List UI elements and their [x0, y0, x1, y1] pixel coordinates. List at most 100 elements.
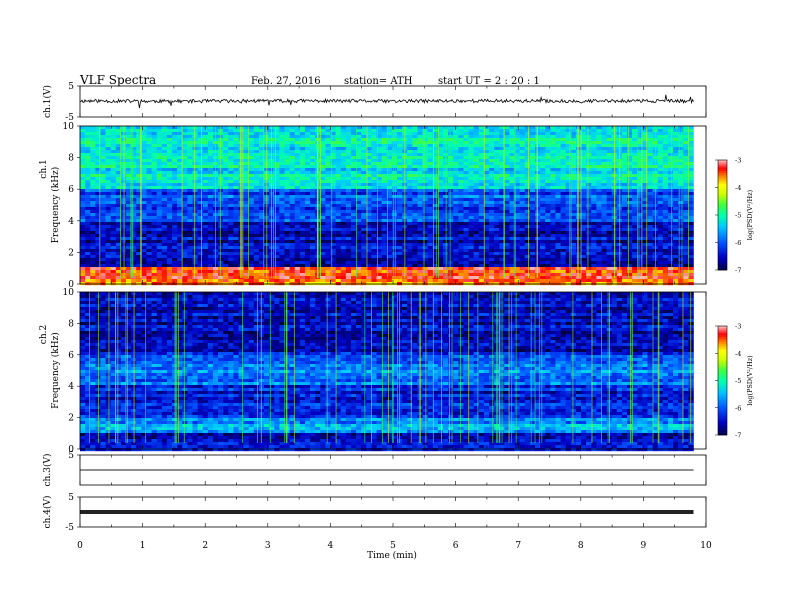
spectrogram-cell — [243, 246, 249, 250]
spectrogram-cell — [218, 156, 224, 160]
spectrogram-cell — [126, 243, 132, 247]
spectrogram-cell — [243, 129, 249, 133]
spectrogram-cell — [345, 201, 352, 205]
spectrogram-cell — [667, 210, 674, 214]
spectrogram-cell — [361, 135, 367, 139]
spectrogram-cell — [606, 171, 612, 175]
spectrogram-cell — [560, 135, 566, 139]
spectrogram-cell — [458, 132, 464, 136]
spectrogram-cell — [90, 189, 96, 193]
spectrogram-cell — [289, 243, 296, 247]
spectrogram-cell — [688, 171, 694, 175]
spectrogram-cell — [632, 138, 638, 142]
spectrogram-cell — [197, 228, 203, 232]
spectrogram-cell — [606, 168, 612, 172]
spectrogram-cell — [269, 135, 275, 139]
spectrogram-cell — [161, 204, 168, 208]
spectrogram-cell — [606, 204, 612, 208]
spectrogram-cell — [627, 237, 633, 241]
spectrogram-cell — [386, 156, 393, 160]
spectrogram-cell — [95, 198, 101, 202]
spectrogram-cell — [565, 153, 572, 157]
spectrogram-cell — [100, 171, 106, 175]
spectrogram-cell — [80, 174, 86, 178]
spectrogram-cell — [570, 231, 577, 235]
spectrogram-cell — [371, 177, 377, 181]
spectrogram-cell — [422, 156, 428, 160]
spectrogram-cell — [310, 132, 316, 136]
spectrogram-cell — [621, 183, 628, 187]
spectrogram-cell — [80, 180, 86, 184]
spectrogram-cell — [80, 186, 86, 190]
spectrogram-cell — [376, 219, 382, 223]
spectrogram-cell — [575, 243, 582, 247]
spectrogram-cell — [396, 138, 403, 142]
spectrogram-cell — [335, 216, 342, 220]
spectrogram-cell — [233, 192, 239, 196]
spectrogram-cell — [586, 240, 592, 244]
spectrogram-cell — [335, 222, 342, 226]
spectrogram-cell — [448, 204, 454, 208]
spectrogram-cell — [253, 135, 260, 139]
spectrogram-cell — [601, 144, 607, 148]
spectrogram-cell — [437, 135, 444, 139]
spectrogram-cell — [172, 150, 178, 154]
spectrogram-cell — [131, 216, 137, 220]
spectrogram-cell — [136, 240, 142, 244]
spectrogram-cell — [458, 183, 464, 187]
spectrogram-cell — [381, 237, 388, 241]
spectrogram-cell — [662, 147, 669, 151]
spectrogram-cell — [166, 126, 173, 130]
spectrogram-cell — [218, 228, 224, 232]
spectrogram-cell — [657, 129, 664, 133]
spectrogram-cell — [524, 153, 531, 157]
spectrogram-cell — [172, 141, 178, 145]
spectrogram-cell — [218, 213, 224, 217]
spectrogram-cell — [642, 141, 648, 145]
spectrogram-cell — [555, 138, 561, 142]
spectrogram-cell — [391, 138, 398, 142]
spectrogram-cell — [269, 231, 275, 235]
spectrogram-cell — [657, 213, 664, 217]
spectrogram-cell — [325, 171, 331, 175]
spectrogram-cell — [427, 243, 434, 247]
spectrogram-cell — [642, 228, 648, 232]
spectrogram-cell — [494, 174, 500, 178]
spectrogram-cell — [678, 222, 684, 226]
spectrogram-cell — [555, 216, 561, 220]
spectrogram-cell — [570, 189, 577, 193]
spectrogram-cell — [258, 234, 265, 238]
spectrogram-cell — [673, 237, 679, 241]
spectrogram-cell — [545, 183, 551, 187]
spectrogram-cell — [131, 204, 137, 208]
spectrogram-cell — [524, 243, 531, 247]
spectrogram-cell — [115, 147, 122, 151]
spectrogram-cell — [376, 204, 382, 208]
spectrogram-cell — [115, 138, 122, 142]
spectrogram-cell — [151, 186, 157, 190]
spectrogram-cell — [361, 189, 367, 193]
spectrogram-cell — [151, 225, 157, 229]
spectrogram-cell — [494, 135, 500, 139]
spectrogram-cell — [514, 147, 520, 151]
spectrogram-cell — [320, 228, 326, 232]
spectrogram-cell — [591, 186, 597, 190]
spectrogram-cell — [320, 192, 326, 196]
spectrogram-cell — [105, 159, 111, 163]
spectrogram-cell — [442, 135, 449, 139]
spectrogram-cell — [233, 240, 239, 244]
spectrogram-cell — [177, 240, 183, 244]
spectrogram-cell — [463, 204, 469, 208]
spectrogram-cell — [187, 159, 193, 163]
spectrogram-cell — [499, 213, 505, 217]
spectrogram-cell — [289, 189, 296, 193]
spectrogram-cell — [509, 132, 515, 136]
spectrogram-cell — [330, 135, 336, 139]
spectrogram-cell — [361, 216, 367, 220]
spectrogram-cell — [432, 159, 439, 163]
spectrogram-cell — [514, 231, 520, 235]
spectrogram-cell — [555, 150, 561, 154]
spectrogram-cell — [253, 132, 260, 136]
spectrogram-cell — [453, 219, 459, 223]
spectrogram-cell — [391, 132, 398, 136]
